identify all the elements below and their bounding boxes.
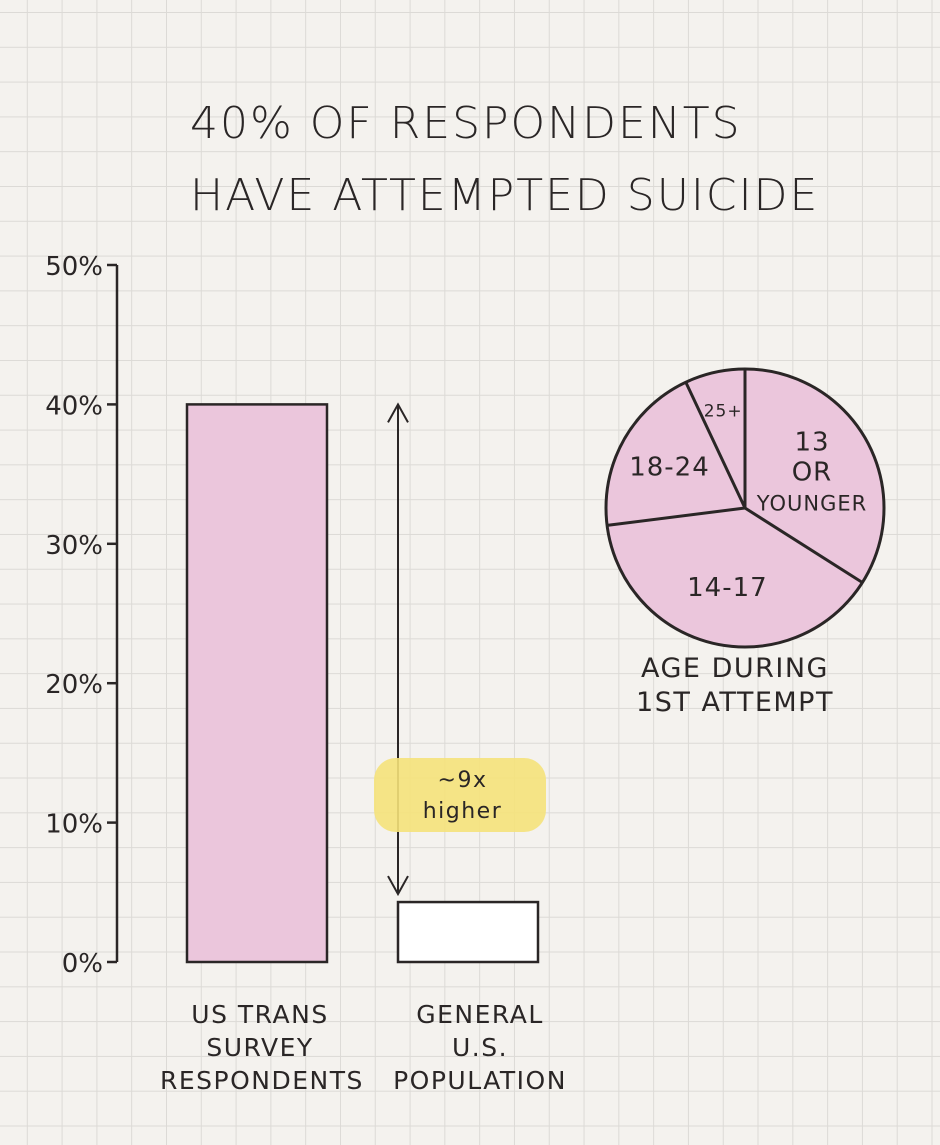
y-tick-label: 30% bbox=[45, 531, 103, 561]
category-label-general: General U.S. Population bbox=[380, 998, 580, 1097]
category-label-line: Population bbox=[393, 1066, 567, 1095]
bar-trans bbox=[185, 403, 329, 964]
pie-slice-label: 25+ bbox=[704, 401, 743, 421]
category-label-line: Respondents bbox=[160, 1066, 364, 1095]
category-label-line: U.S. bbox=[451, 1033, 509, 1062]
y-tick-label: 10% bbox=[45, 810, 103, 840]
annotation-line-1: ~9x bbox=[437, 768, 488, 793]
pie-title-line-1: Age during bbox=[641, 653, 829, 684]
pie-slice-boundary bbox=[606, 506, 746, 527]
pie-title-line-2: 1st attempt bbox=[636, 687, 834, 718]
pie-slice-label: 13 bbox=[794, 427, 829, 457]
pie-slice-boundary bbox=[744, 506, 864, 584]
y-tick-label: 50% bbox=[45, 252, 103, 282]
arrow-head-up bbox=[387, 402, 409, 423]
chart-title-line-1: 40% of respondents bbox=[190, 98, 742, 149]
category-label-line: General bbox=[416, 1000, 544, 1029]
pie-slice-label: OR bbox=[792, 457, 833, 487]
category-label-trans: US Trans Survey Respondents bbox=[160, 998, 364, 1097]
category-label-line: Survey bbox=[206, 1033, 314, 1062]
annotation-line-2: higher bbox=[422, 799, 503, 824]
pie-title: Age during 1st attempt bbox=[600, 652, 870, 720]
pie-slice-label: 18-24 bbox=[629, 453, 710, 483]
y-tick-label: 20% bbox=[45, 670, 103, 700]
chart-title-line-2: have attempted suicide bbox=[190, 170, 820, 221]
y-tick-label: 0% bbox=[62, 949, 103, 979]
pie-slice-label: 14-17 bbox=[687, 573, 768, 603]
annotation-label: ~9x higher bbox=[380, 765, 545, 827]
annotation-highlight bbox=[374, 758, 546, 832]
category-label-line: US Trans bbox=[191, 1000, 329, 1029]
pie-slice-label: YOUNGER bbox=[756, 491, 867, 515]
bar-general bbox=[396, 900, 540, 964]
y-tick-label: 40% bbox=[45, 391, 103, 421]
arrow-head-down bbox=[387, 875, 409, 897]
pie-slice-boundary bbox=[684, 381, 747, 509]
